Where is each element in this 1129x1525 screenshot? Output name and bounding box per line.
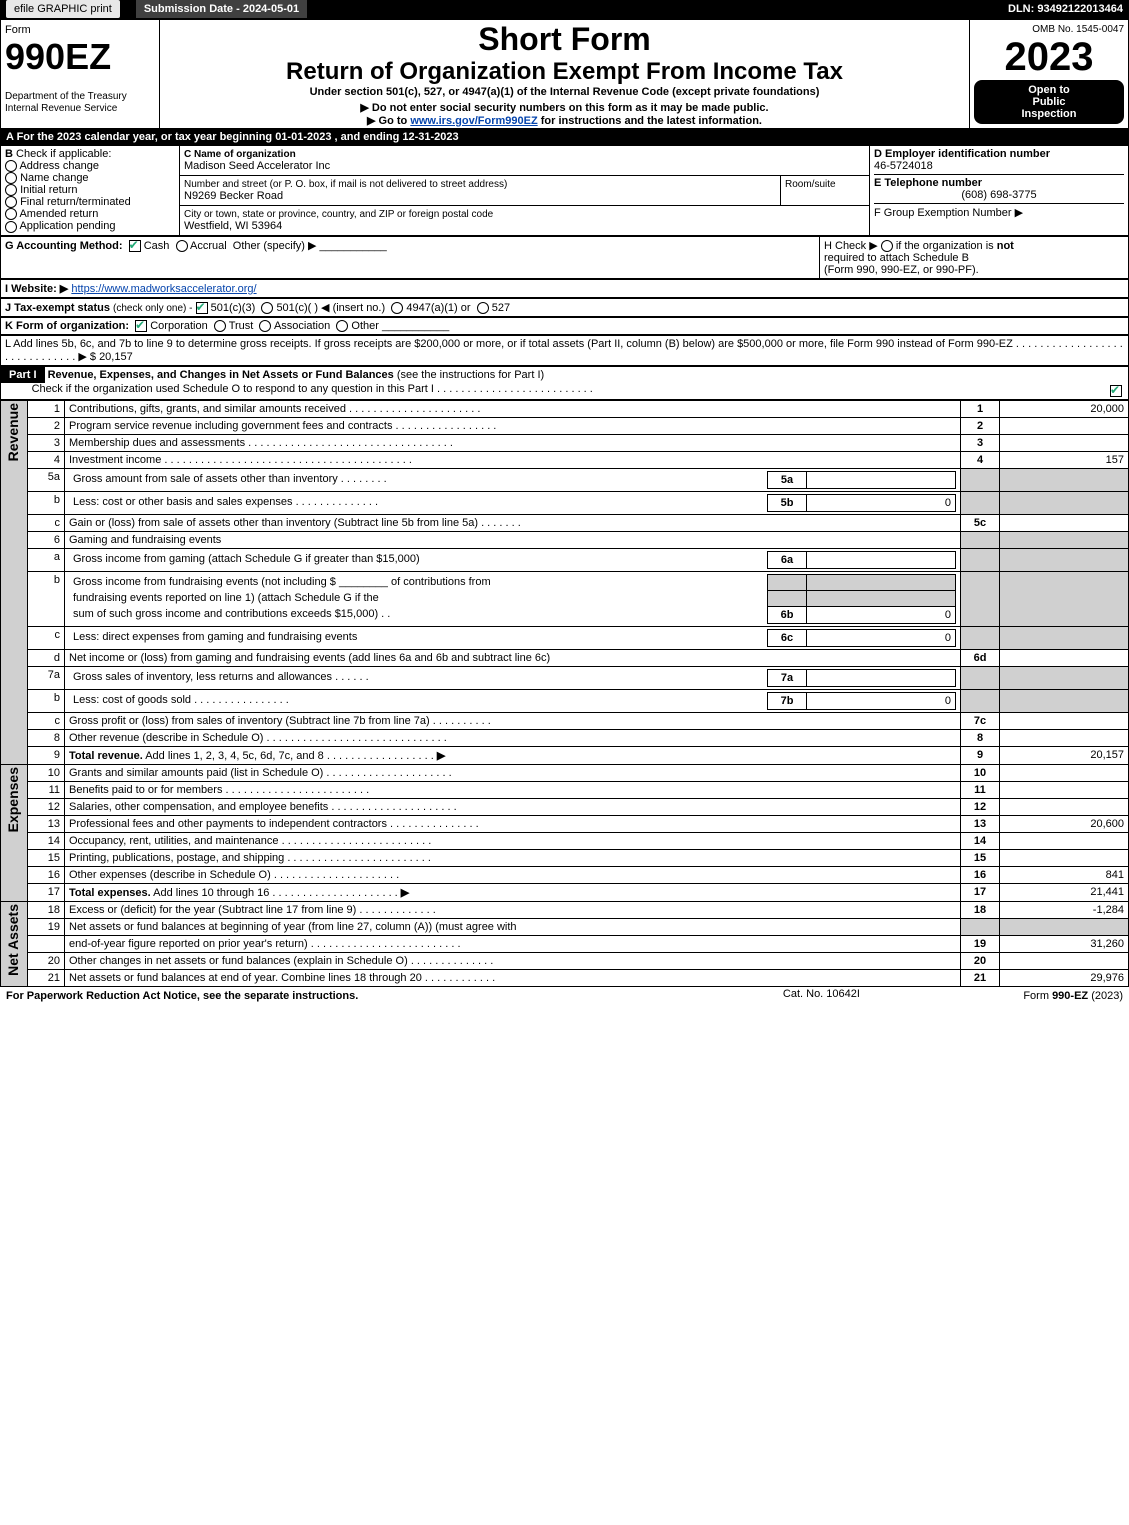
part-i-title: Revenue, Expenses, and Changes in Net As… (48, 369, 394, 381)
check-if-applicable: Check if applicable: (16, 148, 111, 160)
website-label: I Website: ▶ (5, 283, 68, 295)
website-link[interactable]: https://www.madworksaccelerator.org/ (71, 283, 256, 295)
part-i-table: Revenue 1 Contributions, gifts, grants, … (0, 400, 1129, 987)
ein-label: D Employer identification number (874, 148, 1050, 160)
under-section-note: Under section 501(c), 527, or 4947(a)(1)… (161, 86, 968, 98)
gross-receipts-amount: 20,157 (99, 351, 133, 363)
other-specify-label: Other (specify) ▶ (233, 240, 317, 252)
ein-value: 46-5724018 (874, 160, 933, 172)
dln-label: DLN: 93492122013464 (384, 0, 1129, 19)
revenue-side-label: Revenue (5, 403, 21, 461)
group-exemption-label: F Group Exemption Number ▶ (874, 207, 1023, 219)
irs-label: Internal Revenue Service (5, 103, 117, 114)
address-change-label: Address change (19, 160, 99, 172)
line-desc: Contributions, gifts, grants, and simila… (65, 400, 961, 417)
org-name-label: C Name of organization (184, 149, 296, 160)
501c3-checkbox[interactable] (196, 302, 208, 314)
expenses-side-label: Expenses (5, 767, 21, 832)
cash-checkbox[interactable] (129, 240, 141, 252)
short-form-title: Short Form (161, 21, 968, 58)
application-pending-radio[interactable] (5, 221, 17, 233)
4947a1-radio[interactable] (391, 302, 403, 314)
org-info-block: B Check if applicable: Address change Na… (0, 145, 1129, 236)
netassets-side-label: Net Assets (5, 904, 21, 976)
city-value: Westfield, WI 53964 (184, 220, 282, 232)
trust-radio[interactable] (214, 320, 226, 332)
line-box: 1 (961, 400, 1000, 417)
name-change-radio[interactable] (5, 172, 17, 184)
section-h-text2: if the organization is (896, 240, 997, 252)
submission-date-label: Submission Date - 2024-05-01 (136, 0, 307, 18)
top-bar: efile GRAPHIC print Submission Date - 20… (0, 0, 1129, 19)
cash-label: Cash (144, 240, 170, 252)
dept-label: Department of the Treasury (5, 91, 127, 102)
line-value: 20,000 (1000, 400, 1129, 417)
section-l-text: L Add lines 5b, 6c, and 7b to line 9 to … (5, 338, 1013, 350)
accounting-method-block: G Accounting Method: Cash Accrual Other … (0, 236, 1129, 279)
tax-exempt-label: J Tax-exempt status (5, 302, 110, 314)
paperwork-notice: For Paperwork Reduction Act Notice, see … (6, 990, 358, 1002)
street-value: N9269 Becker Road (184, 190, 283, 202)
form-word: Form (5, 24, 31, 36)
goto-note: ▶ Go to www.irs.gov/Form990EZ for instru… (161, 114, 968, 127)
section-h-text4: (Form 990, 990-EZ, or 990-PF). (824, 264, 979, 276)
form-of-org-label: K Form of organization: (5, 320, 129, 332)
accrual-label: Accrual (190, 240, 227, 252)
application-pending-label: Application pending (19, 220, 115, 232)
form-footer-label: Form 990-EZ (2023) (902, 987, 1129, 1005)
org-name: Madison Seed Accelerator Inc (184, 160, 330, 172)
title-block: Form 990EZ Department of the Treasury In… (0, 19, 1129, 129)
open-to-public-badge: Open to Public Inspection (974, 80, 1124, 124)
schedule-b-not-required-radio[interactable] (881, 240, 893, 252)
form-number: 990EZ (5, 36, 111, 77)
address-change-radio[interactable] (5, 160, 17, 172)
catalog-number: Cat. No. 10642I (741, 987, 902, 1005)
501c-radio[interactable] (261, 302, 273, 314)
527-radio[interactable] (477, 302, 489, 314)
gross-receipts-prefix: ▶ $ (78, 351, 99, 363)
phone-label: E Telephone number (874, 177, 982, 189)
accounting-method-label: G Accounting Method: (5, 240, 123, 252)
part-i-check-note: Check if the organization used Schedule … (32, 383, 434, 395)
irs-link[interactable]: www.irs.gov/Form990EZ (410, 115, 537, 127)
other-form-radio[interactable] (336, 320, 348, 332)
amended-return-radio[interactable] (5, 208, 17, 220)
no-ssn-note: ▶ Do not enter social security numbers o… (161, 101, 968, 114)
omb-number: OMB No. 1545-0047 (974, 24, 1124, 35)
city-label: City or town, state or province, country… (184, 209, 493, 220)
part-i-badge: Part I (1, 367, 45, 383)
final-return-label: Final return/terminated (20, 196, 131, 208)
section-b-label: B (5, 148, 13, 160)
name-change-label: Name change (20, 172, 89, 184)
phone-value: (608) 698-3775 (874, 189, 1124, 201)
accrual-radio[interactable] (176, 240, 188, 252)
efile-print-button[interactable]: efile GRAPHIC print (6, 0, 120, 18)
corporation-checkbox[interactable] (135, 320, 147, 332)
schedule-o-checkbox[interactable] (1110, 385, 1122, 397)
page-footer: For Paperwork Reduction Act Notice, see … (0, 987, 1129, 1005)
room-suite-label: Room/suite (785, 179, 836, 190)
amended-return-label: Amended return (19, 208, 98, 220)
section-h-text3: required to attach Schedule B (824, 252, 969, 264)
street-label: Number and street (or P. O. box, if mail… (184, 179, 507, 190)
final-return-radio[interactable] (5, 196, 17, 208)
section-h-text1: H Check ▶ (824, 240, 878, 252)
initial-return-label: Initial return (20, 184, 77, 196)
association-radio[interactable] (259, 320, 271, 332)
section-a-header: A For the 2023 calendar year, or tax yea… (0, 129, 1129, 145)
initial-return-radio[interactable] (5, 184, 17, 196)
line-num: 1 (28, 400, 65, 417)
tax-year: 2023 (974, 35, 1124, 80)
return-of-title: Return of Organization Exempt From Incom… (161, 58, 968, 86)
